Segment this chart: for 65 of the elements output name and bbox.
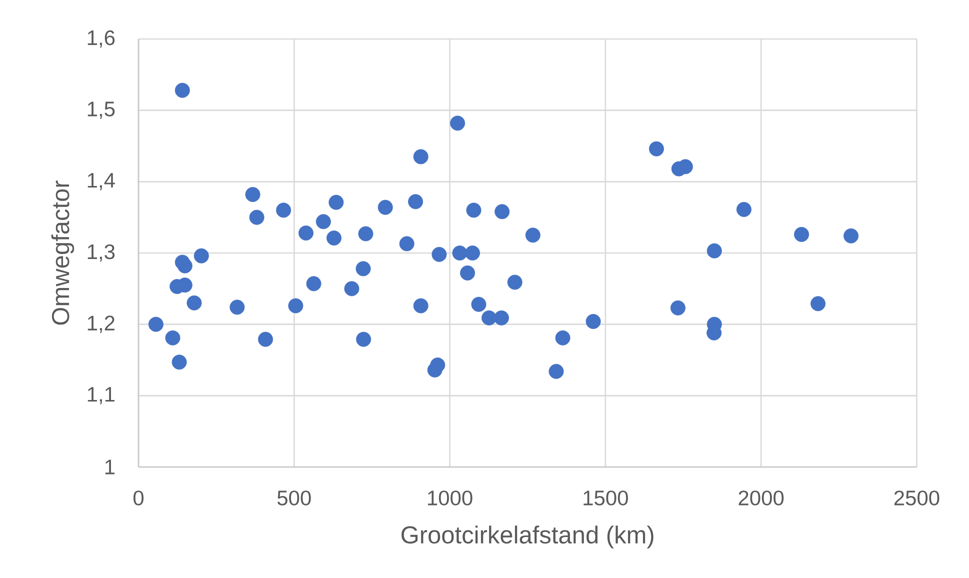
point [408, 194, 424, 210]
point [165, 330, 180, 346]
point [413, 149, 428, 164]
point [288, 298, 304, 314]
y-axis-title: Omwegfactor [51, 180, 74, 325]
point [298, 226, 314, 241]
point [548, 364, 564, 379]
point [427, 362, 442, 378]
point [450, 116, 466, 131]
point [358, 226, 374, 242]
y-tick-label: 1,2 [88, 316, 114, 334]
point [148, 316, 164, 332]
x-tick-label: 500 [277, 490, 311, 506]
x-tick-label: 2000 [738, 490, 784, 506]
point [174, 82, 190, 98]
point [670, 300, 686, 316]
point [452, 246, 468, 260]
x-tick-label: 1500 [584, 490, 628, 506]
x-tick-label: 1000 [428, 490, 472, 506]
point [736, 202, 752, 217]
point [844, 228, 859, 244]
point [507, 274, 522, 290]
point [306, 276, 322, 292]
point [494, 204, 510, 220]
point [460, 265, 476, 280]
y-tick-label: 1 [105, 460, 114, 474]
point [356, 332, 372, 347]
y-tick-label: 1,4 [88, 173, 115, 190]
x-axis-title: Grootcirkelafstand (km) [402, 526, 654, 548]
point [399, 236, 414, 252]
point [194, 248, 209, 264]
point [186, 295, 202, 310]
point [586, 314, 601, 329]
point [706, 243, 722, 258]
point [276, 202, 292, 218]
point [249, 210, 264, 225]
y-tick-label: 1,3 [88, 244, 115, 262]
x-tick-label: 0 [133, 490, 144, 506]
point [356, 261, 371, 276]
y-tick-label: 1,5 [88, 102, 115, 119]
point [172, 354, 187, 370]
x-tick-label: 2500 [894, 490, 940, 506]
point [344, 281, 360, 296]
point [258, 332, 274, 347]
point [648, 141, 664, 156]
point [432, 246, 447, 262]
y-tick-label: 1,6 [88, 30, 115, 48]
y-tick-label: 1,1 [88, 387, 114, 404]
point [794, 226, 810, 242]
point [471, 296, 486, 312]
point [482, 310, 497, 326]
point [378, 200, 393, 215]
point [230, 300, 245, 315]
point [494, 310, 509, 326]
point [465, 246, 480, 260]
point [326, 230, 342, 246]
point [177, 258, 192, 274]
point [466, 202, 482, 218]
point [810, 296, 826, 312]
point [316, 214, 331, 230]
point [555, 330, 570, 346]
point [525, 228, 540, 243]
point [328, 194, 344, 210]
point [413, 298, 428, 314]
point [245, 187, 260, 202]
